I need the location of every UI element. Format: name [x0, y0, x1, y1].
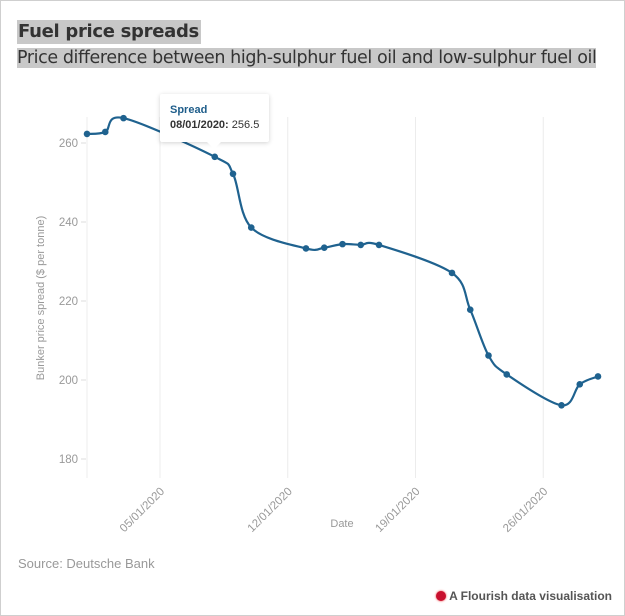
tooltip-value: 256.5 — [231, 119, 260, 131]
y-axis-title: Bunker price spread ($ per tonne) — [35, 216, 47, 380]
y-tick-label: 220 — [59, 296, 78, 308]
data-point[interactable] — [466, 306, 474, 313]
y-tick-label: 260 — [59, 138, 78, 150]
data-point[interactable] — [485, 352, 492, 359]
flourish-logo-icon — [436, 591, 447, 601]
tooltip-date: 08/01/2020: — [170, 119, 229, 131]
y-axis: 180 200 220 240 260 — [59, 138, 86, 466]
chart-title: Fuel price spreads — [17, 20, 201, 44]
chart-subtitle: Price difference between high-sulphur fu… — [17, 45, 607, 71]
x-axis-title: Date — [330, 518, 353, 530]
x-tick-label: 19/01/2020 — [373, 486, 422, 535]
y-tick-label: 240 — [59, 217, 78, 229]
data-point[interactable] — [503, 371, 511, 378]
tooltip: Spread 08/01/2020: 256.5 — [160, 94, 269, 149]
series-line-spread — [86, 116, 599, 407]
data-point[interactable] — [339, 240, 346, 248]
x-tick-label: 26/01/2020 — [501, 486, 550, 535]
data-points — [83, 114, 602, 409]
flourish-credit-text[interactable]: A Flourish data visualisation — [449, 589, 612, 603]
data-point[interactable] — [375, 241, 383, 249]
data-point[interactable] — [448, 269, 456, 277]
flourish-credit[interactable]: A Flourish data visualisation — [436, 589, 612, 603]
data-point[interactable] — [83, 130, 91, 138]
gridlines — [86, 117, 544, 478]
y-tick-label: 180 — [59, 454, 78, 466]
data-point[interactable] — [558, 401, 565, 409]
tooltip-series-name: Spread — [170, 104, 208, 116]
data-point[interactable] — [101, 128, 109, 136]
data-point[interactable] — [576, 381, 584, 388]
source-note: Source: Deutsche Bank — [18, 556, 155, 571]
y-tick-label: 200 — [59, 375, 78, 387]
data-point[interactable] — [320, 244, 328, 251]
data-point[interactable] — [229, 170, 237, 178]
data-point[interactable] — [120, 114, 127, 122]
tooltip-value-row: 08/01/2020: 256.5 — [170, 119, 259, 131]
data-point[interactable] — [302, 245, 310, 252]
data-point[interactable] — [357, 241, 365, 249]
x-tick-label: 12/01/2020 — [246, 486, 295, 535]
data-point[interactable] — [594, 373, 602, 380]
x-tick-label: 05/01/2020 — [118, 486, 167, 535]
chart-subtitle-text: Price difference between high-sulphur fu… — [17, 48, 597, 68]
data-point[interactable] — [247, 224, 255, 231]
data-point[interactable] — [211, 153, 219, 161]
